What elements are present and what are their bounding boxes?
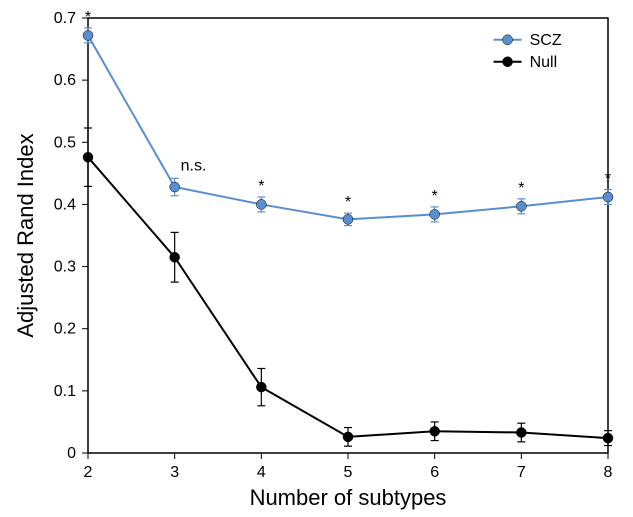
x-tick-label: 3: [170, 464, 179, 481]
data-marker: [83, 30, 93, 40]
y-axis-label: Adjusted Rand Index: [13, 133, 38, 337]
sig-annotation: *: [605, 171, 611, 188]
sig-annotation: *: [85, 9, 91, 26]
x-axis-label: Number of subtypes: [250, 485, 447, 510]
data-marker: [343, 214, 353, 224]
sig-annotation: *: [432, 188, 438, 205]
data-marker: [603, 433, 613, 443]
legend-label: Null: [530, 54, 558, 71]
data-marker: [83, 152, 93, 162]
data-marker: [256, 199, 266, 209]
x-tick-label: 8: [604, 464, 613, 481]
data-marker: [256, 382, 266, 392]
x-tick-label: 2: [84, 464, 93, 481]
line-chart: 2 3 4 5 6 7 8 Number of subtypes 0 0.1 0.2 0.3 0.4 0.…: [0, 0, 633, 517]
x-tick-label: 7: [517, 464, 526, 481]
data-marker: [603, 192, 613, 202]
y-tick-label: 0.5: [54, 134, 76, 151]
legend-swatch-marker: [503, 57, 513, 67]
x-tick-label: 5: [344, 464, 353, 481]
x-tick-label: 6: [430, 464, 439, 481]
sig-annotation: *: [518, 180, 524, 197]
y-tick-label: 0.6: [54, 72, 76, 89]
legend-label: SCZ: [530, 32, 562, 49]
y-tick-label: 0.2: [54, 321, 76, 338]
data-marker: [343, 432, 353, 442]
y-tick-label: 0.4: [54, 196, 76, 213]
data-marker: [170, 252, 180, 262]
sig-annotation: *: [345, 194, 351, 211]
data-marker: [170, 182, 180, 192]
x-tick-label: 4: [257, 464, 266, 481]
y-tick-label: 0.7: [54, 10, 76, 27]
chart-container: 2 3 4 5 6 7 8 Number of subtypes 0 0.1 0.2 0.3 0.4 0.…: [0, 0, 633, 517]
sig-annotation: *: [258, 178, 264, 195]
legend-swatch-marker: [503, 35, 513, 45]
y-tick-label: 0.3: [54, 259, 76, 276]
data-marker: [430, 426, 440, 436]
data-marker: [430, 209, 440, 219]
data-marker: [516, 427, 526, 437]
sig-annotation: n.s.: [181, 157, 207, 174]
data-marker: [516, 201, 526, 211]
chart-bg: [0, 0, 633, 517]
y-tick-label: 0: [67, 445, 76, 462]
y-tick-label: 0.1: [54, 383, 76, 400]
